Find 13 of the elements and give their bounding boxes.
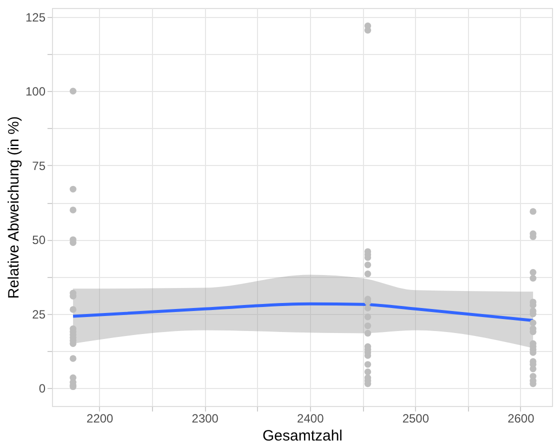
y-tick-label: 100 [25,84,46,99]
x-tick-label: 2200 [86,412,114,426]
x-tick-label: 2600 [508,412,535,426]
x-tick-label: 2300 [192,412,219,426]
y-tick-label: 125 [25,10,46,24]
y-tick-label: 0 [38,382,46,396]
y-tick-label: 25 [32,307,46,322]
x-axis-title: Gesamtzahl [262,428,343,444]
y-axis-title: Relative Abweichung (in %) [5,116,22,299]
x-tick-label: 2500 [402,412,430,426]
y-tick-label: 75 [32,158,46,173]
x-tick-label: 2400 [297,412,324,426]
y-tick-label: 50 [32,233,46,248]
